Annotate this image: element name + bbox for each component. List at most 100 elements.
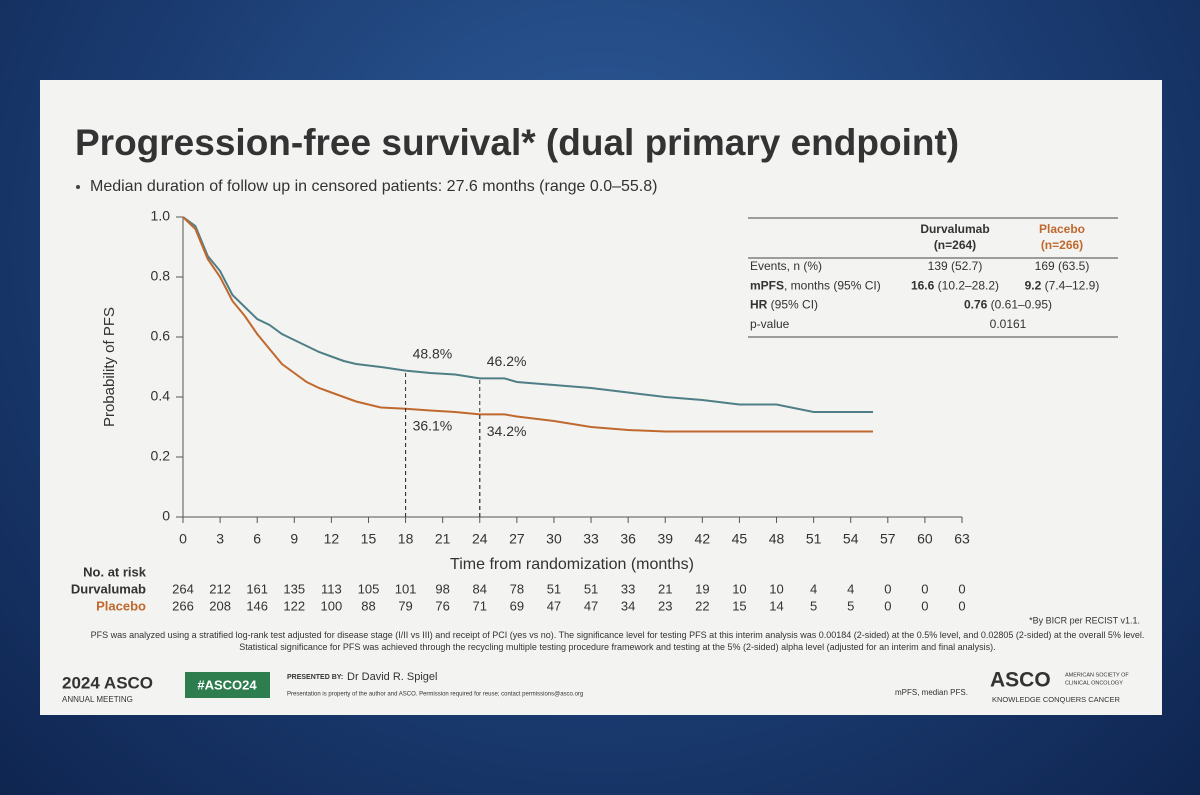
value-text: (0.61–0.95): [987, 298, 1052, 312]
table-cell: 9.2 (7.4–12.9): [1025, 278, 1100, 292]
y-tick-label: 1.0: [151, 208, 171, 224]
asco-logo-line: CLINICAL ONCOLOGY: [1065, 680, 1123, 686]
x-tick-label: 6: [253, 531, 261, 547]
x-tick-label: 33: [583, 531, 599, 547]
risk-count: 10: [769, 581, 783, 596]
risk-count: 98: [435, 581, 449, 596]
risk-count: 135: [283, 581, 305, 596]
y-tick-label: 0.8: [151, 268, 171, 284]
hashtag-box: [185, 672, 270, 698]
x-tick-label: 12: [324, 531, 340, 547]
table-header-n: (n=264): [934, 238, 976, 252]
survival-curve: [182, 216, 873, 433]
value-text: (10.2–28.2): [934, 278, 999, 292]
table-header-n: (n=266): [1041, 238, 1083, 252]
risk-count: 122: [283, 598, 305, 613]
risk-count: 84: [473, 581, 487, 596]
x-tick-label: 39: [657, 531, 673, 547]
bullet-text: Median duration of follow up in censored…: [90, 178, 657, 195]
risk-count: 76: [435, 598, 449, 613]
risk-count: 208: [209, 598, 231, 613]
table-cell: 0.76 (0.61–0.95): [964, 298, 1052, 312]
risk-count: 78: [510, 581, 524, 596]
title: Progression-free survival* (dual primary…: [75, 122, 959, 163]
survival-curve: [182, 216, 873, 413]
x-tick-label: 45: [732, 531, 748, 547]
risk-count: 0: [958, 581, 965, 596]
value-text: 139 (52.7): [928, 259, 983, 273]
risk-count: 34: [621, 598, 635, 613]
bold-value: 16.6: [911, 278, 935, 292]
abbreviation: mPFS, median PFS.: [895, 688, 968, 697]
risk-count: 0: [884, 598, 891, 613]
risk-count: 79: [398, 598, 412, 613]
y-tick-label: 0.6: [151, 328, 171, 344]
risk-count: 88: [361, 598, 375, 613]
risk-count: 101: [395, 581, 417, 596]
x-tick-label: 15: [361, 531, 377, 547]
risk-count: 105: [358, 581, 380, 596]
table-row-label: mPFS, months (95% CI): [750, 278, 881, 292]
risk-count: 0: [921, 598, 928, 613]
risk-count: 47: [547, 598, 561, 613]
permission: Presentation is property of the author a…: [287, 692, 583, 698]
x-tick-label: 51: [806, 531, 822, 547]
risk-count: 5: [847, 598, 854, 613]
risk-row-name: Placebo: [96, 598, 146, 613]
risk-count: 113: [321, 581, 342, 596]
risk-count: 10: [732, 581, 746, 596]
x-tick-label: 54: [843, 531, 859, 547]
annotation: 48.8%: [413, 345, 453, 361]
presented-by: PRESENTED BY:: [287, 674, 343, 681]
value-text: 169 (63.5): [1035, 259, 1090, 273]
row-label: Events, n (%): [750, 259, 822, 273]
risk-count: 69: [510, 598, 524, 613]
x-tick-label: 18: [398, 531, 414, 547]
risk-count: 22: [695, 598, 709, 613]
annotation: 34.2%: [487, 423, 527, 439]
annotation: 36.1%: [413, 417, 453, 433]
slide-background: [40, 80, 1162, 715]
risk-count: 266: [172, 598, 194, 613]
row-label: p-value: [750, 317, 790, 331]
risk-count: 0: [921, 581, 928, 596]
risk-count: 14: [769, 598, 783, 613]
table-header: Durvalumab: [920, 222, 989, 236]
meeting-sub: ANNUAL MEETING: [62, 695, 133, 704]
hashtag: #ASCO24: [197, 677, 257, 692]
x-tick-label: 0: [179, 531, 187, 547]
table-row-label: Events, n (%): [750, 259, 822, 273]
risk-count: 212: [209, 581, 231, 596]
x-tick-label: 24: [472, 531, 488, 547]
row-label-bold: HR: [750, 298, 768, 312]
risk-count: 161: [246, 581, 268, 596]
bold-value: 9.2: [1025, 278, 1042, 292]
risk-count: 4: [847, 581, 854, 596]
meeting-logo: 2024 ASCO: [62, 673, 153, 692]
x-tick-label: 60: [917, 531, 933, 547]
asco-logo: ASCO: [990, 669, 1051, 692]
x-tick-label: 57: [880, 531, 896, 547]
risk-count: 33: [621, 581, 635, 596]
row-label: (95% CI): [767, 298, 818, 312]
y-tick-label: 0.4: [151, 388, 171, 404]
risk-title: No. at risk: [83, 564, 147, 579]
presenter: Dr David R. Spigel: [347, 671, 437, 683]
risk-count: 51: [547, 581, 561, 596]
y-tick-label: 0: [162, 508, 170, 524]
x-tick-label: 42: [695, 531, 711, 547]
risk-count: 71: [473, 598, 487, 613]
x-tick-label: 21: [435, 531, 451, 547]
table-row-label: p-value: [750, 317, 790, 331]
table-cell: 0.0161: [990, 317, 1027, 331]
risk-count: 264: [172, 581, 194, 596]
table-row-label: HR (95% CI): [750, 298, 818, 312]
risk-count: 100: [321, 598, 343, 613]
risk-count: 19: [695, 581, 709, 596]
risk-count: 146: [246, 598, 268, 613]
risk-count: 4: [810, 581, 817, 596]
x-tick-label: 48: [769, 531, 785, 547]
row-label-bold: mPFS: [750, 278, 784, 292]
x-tick-label: 3: [216, 531, 224, 547]
